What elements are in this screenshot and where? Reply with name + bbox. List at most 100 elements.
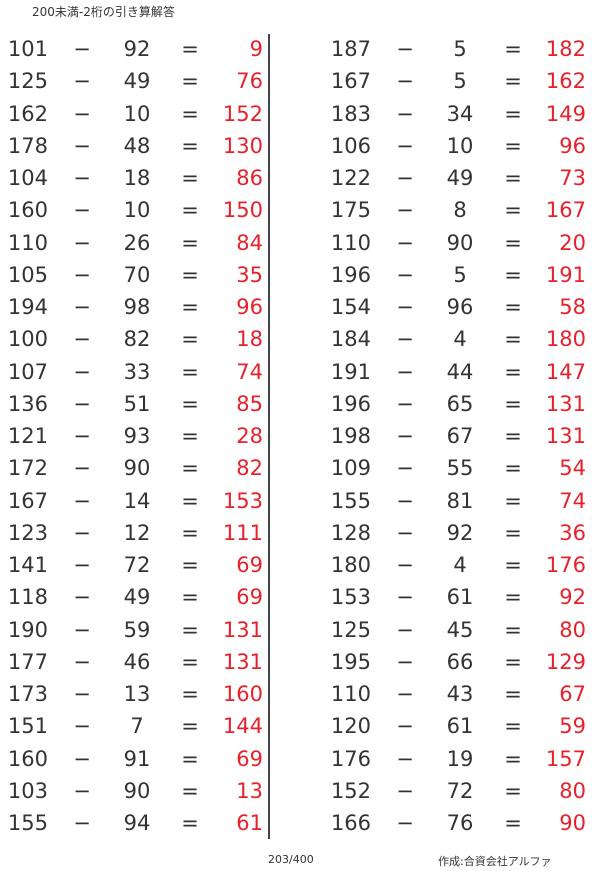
minus-sign: −	[396, 69, 414, 94]
equals-sign: =	[504, 230, 522, 255]
subtrahend: 44	[446, 359, 474, 384]
answer: 180	[545, 327, 586, 352]
answer: 69	[236, 585, 263, 610]
minuend: 100	[7, 327, 48, 352]
answer: 131	[545, 424, 586, 448]
minus-sign: −	[396, 295, 414, 319]
subtrahend: 92	[123, 37, 151, 61]
subtrahend: 72	[123, 553, 151, 577]
minuend: 106	[330, 133, 371, 158]
minuend: 155	[7, 811, 48, 835]
minus-sign: −	[73, 69, 91, 94]
answer: 96	[236, 295, 263, 319]
minuend: 160	[7, 746, 48, 771]
equals-sign: =	[181, 101, 199, 126]
subtrahend: 46	[123, 649, 151, 674]
minuend: 118	[7, 585, 48, 610]
minus-sign: −	[73, 391, 91, 416]
equals-sign: =	[181, 327, 199, 352]
minuend: 167	[7, 488, 48, 513]
equals-sign: =	[181, 778, 199, 803]
subtrahend: 5	[453, 37, 467, 61]
equals-sign: =	[504, 391, 522, 416]
equals-sign: =	[181, 746, 199, 771]
minuend: 153	[330, 585, 371, 610]
equals-sign: =	[181, 166, 199, 190]
minuend: 196	[330, 262, 371, 287]
minus-sign: −	[396, 424, 414, 448]
equals-sign: =	[504, 617, 522, 642]
subtrahend: 43	[446, 682, 474, 706]
answer: 147	[545, 359, 586, 384]
answer: 90	[559, 811, 586, 835]
minuend: 160	[7, 198, 48, 223]
subtrahend: 90	[446, 230, 474, 255]
minus-sign: −	[396, 553, 414, 577]
answer: 152	[222, 101, 263, 126]
equals-sign: =	[504, 198, 522, 223]
minuend: 155	[330, 488, 371, 513]
minuend: 183	[330, 101, 371, 126]
subtrahend: 10	[123, 101, 151, 126]
equals-sign: =	[504, 166, 522, 190]
minus-sign: −	[73, 714, 91, 739]
minuend: 191	[330, 359, 371, 384]
subtrahend: 13	[123, 682, 151, 706]
answer: 67	[559, 682, 586, 706]
page-number: 203/400	[268, 853, 314, 866]
subtrahend: 18	[123, 166, 151, 190]
equals-sign: =	[181, 585, 199, 610]
answer: 18	[236, 327, 263, 352]
equals-sign: =	[181, 133, 199, 158]
minus-sign: −	[73, 746, 91, 771]
minus-sign: −	[73, 424, 91, 448]
subtrahend: 66	[446, 649, 474, 674]
minuend: 173	[7, 682, 48, 706]
equals-sign: =	[181, 359, 199, 384]
subtrahend: 55	[446, 456, 474, 481]
answer: 86	[236, 166, 263, 190]
answer: 162	[545, 69, 586, 94]
equals-sign: =	[504, 746, 522, 771]
minuend: 198	[330, 424, 371, 448]
equals-sign: =	[181, 649, 199, 674]
subtrahend: 26	[123, 230, 151, 255]
equals-sign: =	[181, 262, 199, 287]
minuend: 141	[7, 553, 48, 577]
minus-sign: −	[73, 37, 91, 61]
subtrahend: 90	[123, 456, 151, 481]
minus-sign: −	[73, 811, 91, 835]
minuend: 190	[7, 617, 48, 642]
equals-sign: =	[504, 262, 522, 287]
subtrahend: 65	[446, 391, 474, 416]
minus-sign: −	[396, 101, 414, 126]
minuend: 105	[7, 262, 48, 287]
subtrahend: 14	[123, 488, 151, 513]
minus-sign: −	[73, 327, 91, 352]
answer: 36	[559, 520, 586, 545]
minus-sign: −	[396, 391, 414, 416]
minus-sign: −	[396, 682, 414, 706]
equals-sign: =	[504, 811, 522, 835]
minus-sign: −	[73, 649, 91, 674]
subtrahend: 4	[453, 327, 467, 352]
minus-sign: −	[73, 198, 91, 223]
minuend: 110	[330, 230, 371, 255]
subtrahend: 48	[123, 133, 151, 158]
minus-sign: −	[396, 520, 414, 545]
answer: 111	[222, 520, 263, 545]
subtrahend: 92	[446, 520, 474, 545]
minuend: 103	[7, 778, 48, 803]
minuend: 110	[330, 682, 371, 706]
equals-sign: =	[181, 682, 199, 706]
minus-sign: −	[396, 488, 414, 513]
minus-sign: −	[73, 617, 91, 642]
minuend: 125	[330, 617, 371, 642]
subtrahend: 45	[446, 617, 474, 642]
equals-sign: =	[504, 69, 522, 94]
page-title: 200未満-2桁の引き算解答	[32, 5, 175, 19]
minus-sign: −	[396, 778, 414, 803]
minus-sign: −	[396, 811, 414, 835]
answer: 131	[545, 391, 586, 416]
answer: 131	[222, 649, 263, 674]
